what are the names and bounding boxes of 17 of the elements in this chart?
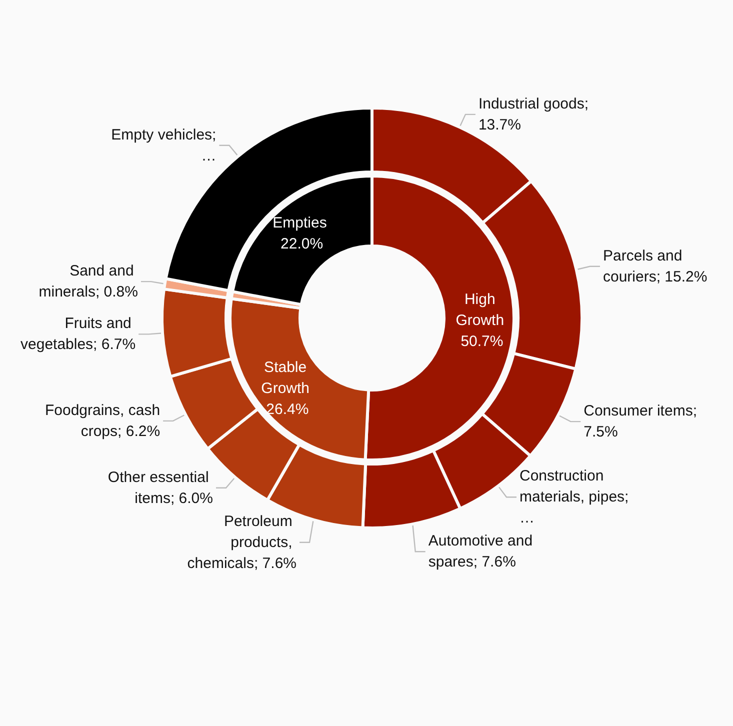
- slice-label: Fruits and vegetables; 6.7%: [20, 315, 136, 354]
- slice-label: Petroleum products, chemicals; 7.6%: [187, 512, 297, 572]
- slice-label: Industrial goods; 13.7%: [478, 95, 593, 134]
- data-label: 50.7%: [460, 333, 504, 350]
- slice-label: Consumer items; 7.5%: [584, 402, 702, 441]
- slice-label: Empties: [272, 214, 332, 232]
- slice-label: Construction materials, pipes;…: [519, 468, 629, 527]
- slice-label: Sand and minerals; 0.8%: [38, 262, 138, 301]
- slice-label: Automotive and spares; 7.6%: [428, 532, 537, 571]
- slice-label: High Growth: [456, 291, 508, 330]
- slice-label: Other essential items; 6.0%: [108, 468, 213, 507]
- data-label: 26.4%: [266, 400, 309, 418]
- slice-label: Empty vehicles;…: [111, 126, 216, 164]
- data-label: 22.0%: [280, 235, 324, 252]
- slice-label: Foodgrains, cash crops; 6.2%: [44, 402, 160, 440]
- slice-label: Parcels and couriers; 15.2%: [602, 247, 708, 286]
- slice-label: Stable Growth: [261, 358, 314, 397]
